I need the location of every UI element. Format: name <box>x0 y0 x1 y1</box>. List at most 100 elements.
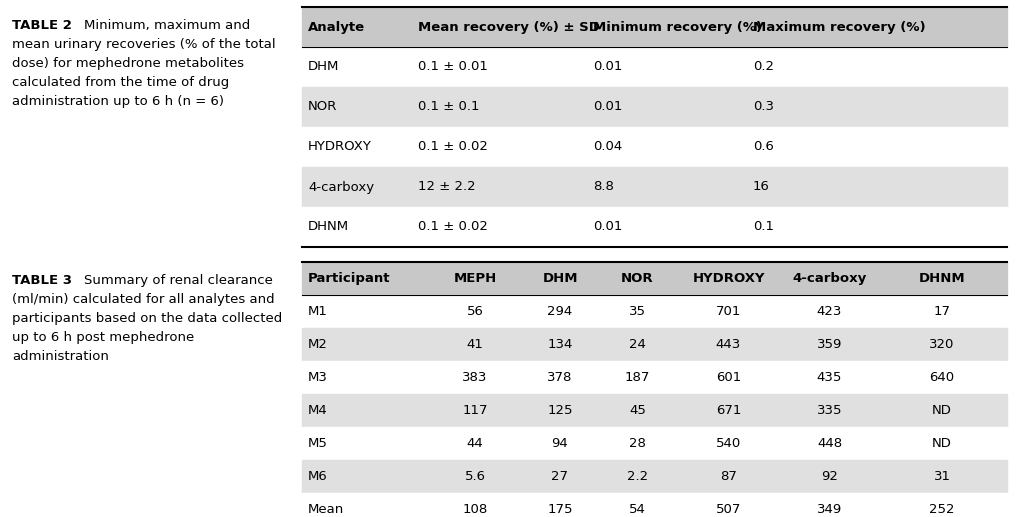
Text: NOR: NOR <box>622 272 653 285</box>
Text: 45: 45 <box>629 404 646 417</box>
Text: 601: 601 <box>716 371 741 384</box>
Text: 507: 507 <box>716 503 741 516</box>
Text: 108: 108 <box>463 503 487 516</box>
Text: 349: 349 <box>817 503 842 516</box>
Text: 44: 44 <box>467 437 483 450</box>
Text: 5.6: 5.6 <box>465 470 485 483</box>
Text: 320: 320 <box>930 338 954 351</box>
Text: 0.01: 0.01 <box>593 220 623 234</box>
Text: 294: 294 <box>548 305 572 318</box>
Text: 35: 35 <box>629 305 646 318</box>
Text: M5: M5 <box>308 437 328 450</box>
Text: 134: 134 <box>547 338 572 351</box>
Text: Mean recovery (%) ± SD: Mean recovery (%) ± SD <box>418 21 600 34</box>
Bar <box>302 361 1007 394</box>
Text: 0.3: 0.3 <box>753 100 774 114</box>
Text: ND: ND <box>932 437 952 450</box>
Bar <box>302 207 1007 247</box>
Text: 56: 56 <box>467 305 483 318</box>
Text: 378: 378 <box>547 371 572 384</box>
Bar <box>302 262 1007 295</box>
Text: TABLE 2: TABLE 2 <box>12 19 72 32</box>
Text: 0.1 ± 0.02: 0.1 ± 0.02 <box>418 141 487 154</box>
Text: M2: M2 <box>308 338 328 351</box>
Text: 12 ± 2.2: 12 ± 2.2 <box>418 180 475 193</box>
Text: calculated from the time of drug: calculated from the time of drug <box>12 76 229 89</box>
Text: 24: 24 <box>629 338 646 351</box>
Text: 640: 640 <box>930 371 954 384</box>
Text: dose) for mephedrone metabolites: dose) for mephedrone metabolites <box>12 57 244 70</box>
Text: 125: 125 <box>547 404 572 417</box>
Text: 335: 335 <box>817 404 843 417</box>
Bar <box>302 493 1007 517</box>
Text: 0.01: 0.01 <box>593 60 623 73</box>
Text: 383: 383 <box>462 371 487 384</box>
Text: up to 6 h post mephedrone: up to 6 h post mephedrone <box>12 331 195 344</box>
Text: administration up to 6 h (n = 6): administration up to 6 h (n = 6) <box>12 95 224 108</box>
Text: 448: 448 <box>817 437 842 450</box>
Text: 41: 41 <box>467 338 483 351</box>
Text: DHM: DHM <box>543 272 578 285</box>
Bar <box>302 167 1007 207</box>
Text: administration: administration <box>12 350 109 363</box>
Text: Minimum recovery (%): Minimum recovery (%) <box>593 21 762 34</box>
Text: 0.1: 0.1 <box>753 220 774 234</box>
Text: 54: 54 <box>629 503 646 516</box>
Text: Maximum recovery (%): Maximum recovery (%) <box>753 21 926 34</box>
Text: 0.1 ± 0.01: 0.1 ± 0.01 <box>418 60 487 73</box>
Text: 187: 187 <box>625 371 650 384</box>
Text: HYDROXY: HYDROXY <box>308 141 372 154</box>
Text: ND: ND <box>932 404 952 417</box>
Text: 540: 540 <box>716 437 741 450</box>
Text: 423: 423 <box>817 305 842 318</box>
Text: 4-carboxy: 4-carboxy <box>308 180 374 193</box>
Text: 175: 175 <box>547 503 572 516</box>
Bar <box>302 87 1007 127</box>
Bar <box>302 127 1007 167</box>
Text: 0.1 ± 0.02: 0.1 ± 0.02 <box>418 220 487 234</box>
Text: 87: 87 <box>720 470 737 483</box>
Text: HYDROXY: HYDROXY <box>692 272 765 285</box>
Text: Summary of renal clearance: Summary of renal clearance <box>84 274 272 287</box>
Text: M6: M6 <box>308 470 328 483</box>
Text: DHM: DHM <box>308 60 339 73</box>
Text: 4-carboxy: 4-carboxy <box>793 272 866 285</box>
Text: Minimum, maximum and: Minimum, maximum and <box>84 19 250 32</box>
Text: Participant: Participant <box>308 272 390 285</box>
Text: Analyte: Analyte <box>308 21 366 34</box>
Bar <box>302 328 1007 361</box>
Text: NOR: NOR <box>308 100 337 114</box>
Text: 0.04: 0.04 <box>593 141 623 154</box>
Text: 8.8: 8.8 <box>593 180 613 193</box>
Text: 31: 31 <box>934 470 950 483</box>
Bar <box>302 394 1007 427</box>
Text: M1: M1 <box>308 305 328 318</box>
Text: 16: 16 <box>753 180 770 193</box>
Bar <box>302 295 1007 328</box>
Text: 359: 359 <box>817 338 842 351</box>
Text: participants based on the data collected: participants based on the data collected <box>12 312 283 325</box>
Text: 28: 28 <box>629 437 646 450</box>
Text: 117: 117 <box>462 404 487 417</box>
Bar <box>302 7 1007 47</box>
Text: 2.2: 2.2 <box>627 470 648 483</box>
Text: DHNM: DHNM <box>308 220 349 234</box>
Text: 435: 435 <box>817 371 842 384</box>
Text: M4: M4 <box>308 404 328 417</box>
Text: 0.01: 0.01 <box>593 100 623 114</box>
Text: (ml/min) calculated for all analytes and: (ml/min) calculated for all analytes and <box>12 293 274 306</box>
Bar <box>302 427 1007 460</box>
Text: 0.1 ± 0.1: 0.1 ± 0.1 <box>418 100 479 114</box>
Text: M3: M3 <box>308 371 328 384</box>
Text: MEPH: MEPH <box>454 272 497 285</box>
Text: 94: 94 <box>552 437 568 450</box>
Text: 27: 27 <box>552 470 568 483</box>
Text: TABLE 3: TABLE 3 <box>12 274 72 287</box>
Text: 701: 701 <box>716 305 741 318</box>
Text: 17: 17 <box>934 305 950 318</box>
Text: 671: 671 <box>716 404 741 417</box>
Text: DHNM: DHNM <box>919 272 966 285</box>
Text: 0.2: 0.2 <box>753 60 774 73</box>
Text: 92: 92 <box>821 470 838 483</box>
Text: mean urinary recoveries (% of the total: mean urinary recoveries (% of the total <box>12 38 275 51</box>
